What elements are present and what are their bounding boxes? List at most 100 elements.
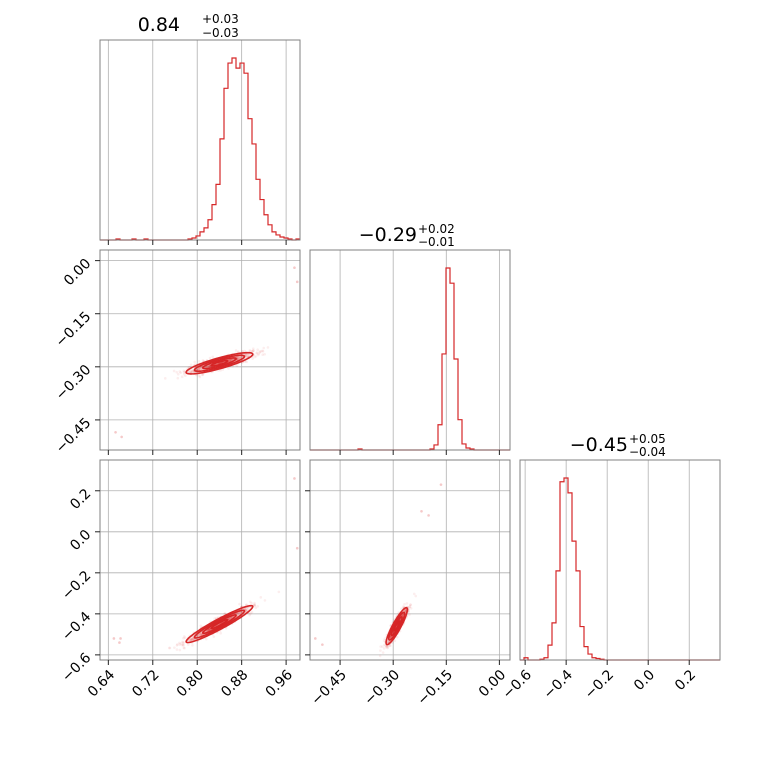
panel-frame [99, 249, 301, 451]
contour-level-0 [210, 359, 229, 367]
x-tick-label-param1-1: 0.72 [129, 667, 162, 700]
sample-point [261, 349, 265, 353]
sample-point [191, 637, 194, 641]
outlier-point-2 [439, 483, 443, 486]
sample-point [385, 644, 388, 648]
sample-point [228, 358, 232, 362]
sample-point [244, 608, 248, 612]
sample-point [228, 358, 232, 362]
sample-point [381, 645, 384, 648]
x-tick-label-param3-1: −0.4 [541, 667, 576, 702]
sample-point [230, 358, 233, 362]
sample-point [181, 643, 185, 647]
sample-point [206, 629, 210, 632]
sample-point [207, 364, 211, 368]
x-tick-label-param3-0: −0.6 [500, 667, 535, 702]
x-tick-label-param2-0: −0.45 [308, 667, 350, 709]
sample-point [253, 355, 256, 359]
sample-point [236, 613, 240, 616]
contour-level-3 [385, 606, 409, 646]
outlier-point-4 [420, 509, 423, 513]
sample-point [176, 372, 180, 376]
title-param2-minus: −0.01 [418, 235, 455, 249]
outlier-point-0 [314, 637, 317, 640]
plot-area [100, 40, 300, 240]
contour-level-2 [387, 611, 406, 641]
y-tick-label-param2-3: 0.00 [61, 256, 94, 289]
histogram-param2 [309, 249, 511, 451]
sample-point [228, 616, 232, 620]
sample-point [253, 603, 256, 607]
panel-frame [519, 459, 721, 661]
contour-level-3 [185, 351, 254, 375]
sample-point [382, 639, 386, 643]
sample-point [199, 633, 203, 636]
title-param1-minus: −0.03 [202, 26, 239, 40]
sample-point [258, 351, 261, 355]
sample-point [239, 356, 243, 359]
sample-point [195, 373, 198, 377]
sample-point [179, 642, 183, 645]
sample-point [409, 603, 412, 607]
outlier-point-2 [295, 280, 299, 284]
sample-point [379, 649, 382, 652]
sample-point [261, 353, 265, 356]
outlier-point-3 [293, 266, 296, 269]
sample-point [385, 645, 388, 649]
sample-point [211, 355, 215, 359]
sample-point [249, 600, 252, 604]
sample-point [255, 352, 259, 355]
sample-point [204, 637, 208, 641]
sample-point [238, 602, 241, 606]
sample-point [249, 612, 253, 615]
contour-level-1 [201, 357, 237, 370]
sample-point [186, 643, 190, 646]
sample-point [253, 601, 256, 605]
scatter-content [114, 266, 299, 439]
sample-point [178, 641, 181, 645]
sample-point [236, 356, 239, 359]
sample-point [198, 375, 202, 379]
x-tick-label-param3-2: −0.2 [582, 667, 617, 702]
sample-point [408, 613, 411, 616]
sample-point [236, 357, 240, 361]
sample-point [212, 635, 216, 638]
sample-point [246, 354, 250, 358]
sample-point [402, 605, 405, 608]
sample-point [181, 640, 184, 644]
sample-point [238, 356, 242, 360]
sample-point [228, 358, 232, 362]
sample-point [184, 374, 187, 378]
sample-point [389, 635, 393, 639]
sample-point [255, 351, 259, 354]
y-tick-label-param2-0: −0.45 [53, 415, 95, 457]
sample-point [182, 642, 185, 645]
x-tick-label-param1-4: 0.96 [263, 667, 296, 700]
panel-frame [309, 249, 511, 451]
histogram-param3 [519, 459, 721, 661]
x-tick-label-param1-0: 0.64 [85, 667, 118, 700]
y-tick-label-param3-3: 0.0 [67, 527, 94, 554]
plot-area [310, 250, 510, 450]
sample-point [263, 352, 266, 356]
sample-point [228, 358, 232, 362]
sample-point [241, 350, 245, 353]
sample-point [182, 644, 185, 647]
sample-point [173, 646, 176, 649]
sample-point [404, 608, 407, 612]
sample-point [229, 359, 232, 362]
histogram-param1 [99, 39, 301, 241]
sample-point [190, 638, 193, 641]
sample-point [401, 613, 405, 617]
x-tick-label-param1-2: 0.80 [174, 667, 207, 700]
panel-hist-param2: −0.29 +0.02 −0.01 [309, 222, 511, 451]
sample-point [238, 611, 242, 615]
plot-area [100, 460, 300, 660]
sample-point [403, 602, 406, 606]
sample-point [190, 637, 194, 641]
sample-point [208, 364, 211, 368]
sample-point [236, 356, 240, 360]
sample-point [246, 607, 249, 611]
sample-point [251, 357, 254, 360]
